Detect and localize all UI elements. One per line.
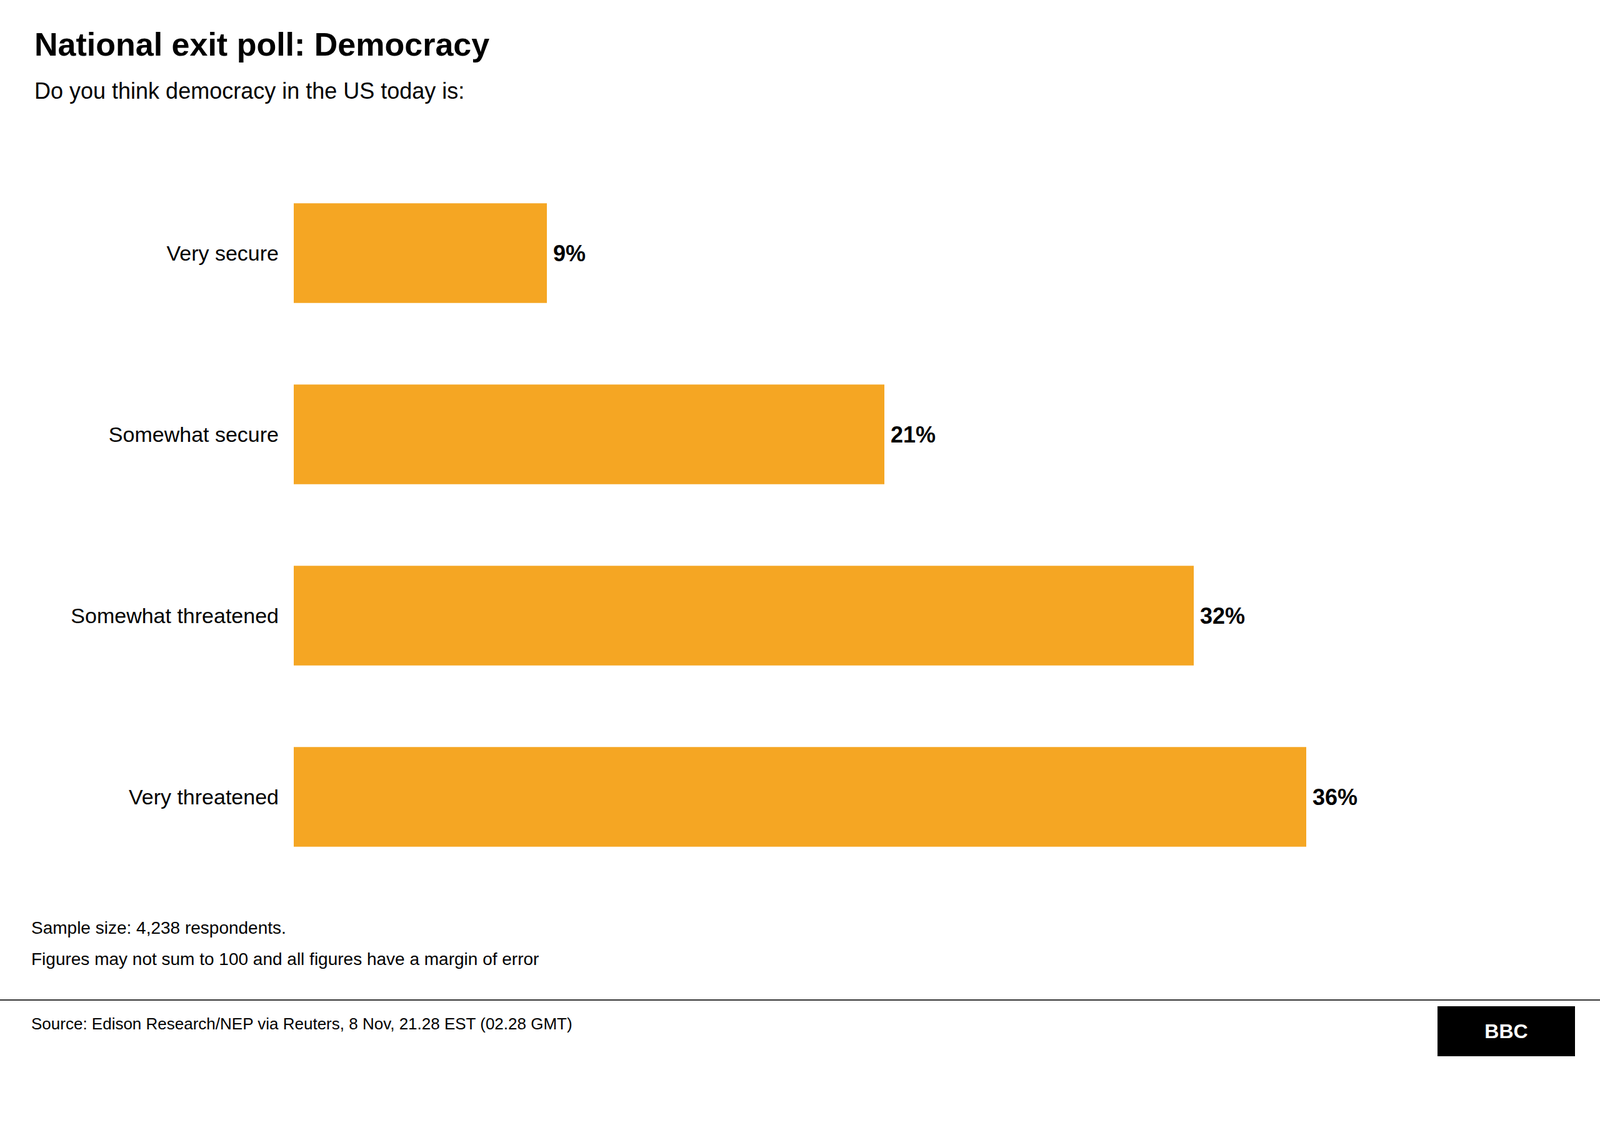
svg-text:Source: Edison Research/NEP vi: Source: Edison Research/NEP via Reuters,… [31,1014,573,1034]
svg-text:32%: 32% [1200,603,1245,629]
svg-text:Very threatened: Very threatened [128,785,279,809]
svg-text:9%: 9% [553,240,586,267]
svg-text:Somewhat secure: Somewhat secure [108,422,279,447]
svg-text:21%: 21% [890,421,936,448]
svg-text:BBC: BBC [1484,1020,1528,1043]
svg-text:National exit poll: Democracy: National exit poll: Democracy [34,26,490,63]
svg-text:Figures may not sum to 100 and: Figures may not sum to 100 and all figur… [31,949,539,969]
svg-text:Sample size: 4,238 respondents: Sample size: 4,238 respondents. [31,918,287,938]
svg-text:Somewhat threatened: Somewhat threatened [70,603,279,628]
svg-text:Do you think democracy in the: Do you think democracy in the US today i… [34,78,465,104]
svg-text:36%: 36% [1312,784,1358,810]
svg-text:Very secure: Very secure [166,241,279,265]
